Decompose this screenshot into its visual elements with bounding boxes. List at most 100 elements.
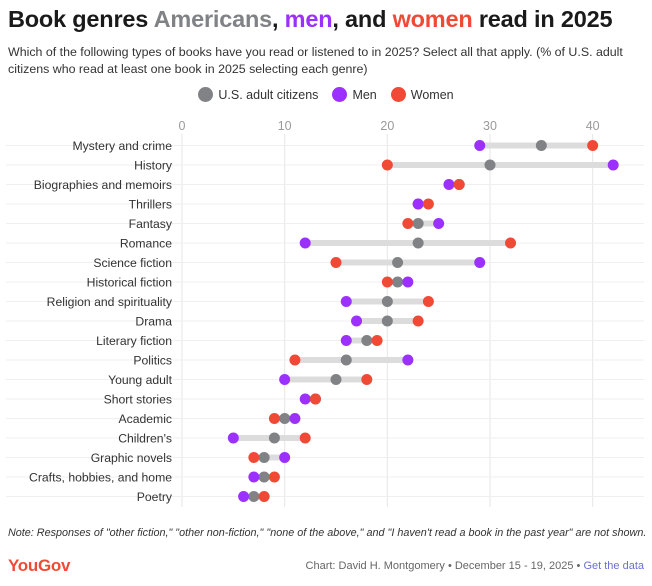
point-women bbox=[587, 140, 599, 151]
point-all bbox=[412, 237, 424, 249]
point-men bbox=[248, 471, 260, 483]
point-men bbox=[474, 257, 486, 268]
legend-dot-women bbox=[390, 87, 406, 102]
legend-item-men: Men bbox=[332, 87, 377, 102]
title-men: men bbox=[284, 6, 333, 32]
point-all bbox=[279, 413, 291, 424]
category-label: Short stories bbox=[104, 392, 172, 406]
category-label: Crafts, hobbies, and home bbox=[29, 470, 172, 484]
point-women bbox=[422, 296, 434, 307]
title-suffix: read in 2025 bbox=[472, 6, 613, 32]
category-label: Literary fiction bbox=[96, 334, 172, 348]
category-label: Graphic novels bbox=[91, 451, 172, 465]
point-women bbox=[330, 257, 342, 268]
point-men bbox=[340, 335, 352, 346]
x-tick-label-10: 10 bbox=[278, 119, 292, 133]
point-men bbox=[433, 218, 445, 229]
footer-credit: Chart: David H. Montgomery • December 15… bbox=[306, 560, 644, 572]
legend-item-women: Women bbox=[390, 87, 454, 102]
point-women bbox=[248, 452, 260, 463]
legend-label-all: U.S. adult citizens bbox=[218, 87, 319, 102]
point-women bbox=[371, 335, 383, 346]
point-all bbox=[268, 432, 280, 444]
point-men bbox=[607, 159, 619, 171]
point-men bbox=[412, 198, 424, 210]
category-label: Politics bbox=[133, 353, 172, 367]
point-all bbox=[392, 276, 404, 288]
point-men bbox=[402, 276, 414, 288]
legend: U.S. adult citizens Men Women bbox=[0, 87, 652, 102]
chart-subtitle: Which of the following types of books ha… bbox=[8, 45, 623, 76]
legend-item-all: U.S. adult citizens bbox=[198, 87, 318, 102]
point-women bbox=[505, 237, 517, 249]
category-label: Young adult bbox=[108, 373, 173, 387]
point-men bbox=[238, 491, 250, 502]
category-label: Science fiction bbox=[93, 256, 172, 270]
point-all bbox=[258, 471, 270, 483]
footnote: Note: Responses of "other fiction," "oth… bbox=[8, 527, 647, 539]
title-prefix: Book genres bbox=[8, 6, 154, 32]
point-women bbox=[309, 393, 321, 405]
legend-dot-all bbox=[198, 87, 214, 102]
category-label: Religion and spirituality bbox=[47, 295, 173, 309]
category-label: Academic bbox=[118, 412, 172, 426]
category-label: Mystery and crime bbox=[72, 139, 172, 153]
point-men bbox=[443, 179, 455, 190]
chart-title: Book genres Americans, men, and women re… bbox=[8, 6, 613, 33]
point-all bbox=[535, 140, 547, 151]
get-the-data-link[interactable]: Get the data bbox=[583, 560, 644, 572]
point-men bbox=[299, 393, 311, 405]
point-all bbox=[258, 452, 270, 463]
point-women bbox=[361, 374, 373, 385]
point-men bbox=[279, 374, 291, 385]
x-tick-label-30: 30 bbox=[483, 119, 497, 133]
dumbbell-chart: 0 10 20 30 40 Mystery and crime History Biograp… bbox=[6, 119, 644, 507]
point-women bbox=[412, 315, 424, 327]
category-label: Romance bbox=[120, 236, 172, 250]
point-men bbox=[279, 452, 291, 463]
point-women bbox=[299, 432, 311, 444]
x-tick-label-0: 0 bbox=[179, 119, 186, 133]
point-all bbox=[392, 257, 404, 268]
footer-credit-text: Chart: David H. Montgomery • December 15… bbox=[305, 560, 584, 572]
point-women bbox=[258, 491, 270, 502]
point-women bbox=[402, 218, 414, 229]
point-men bbox=[351, 315, 363, 327]
point-men bbox=[474, 140, 486, 151]
point-all bbox=[412, 218, 424, 229]
title-americans: Americans bbox=[153, 6, 273, 32]
legend-dot-men bbox=[332, 87, 348, 102]
point-men bbox=[402, 354, 414, 366]
point-men bbox=[227, 432, 239, 444]
legend-label-women: Women bbox=[410, 87, 454, 102]
point-men bbox=[289, 413, 301, 424]
category-label: Fantasy bbox=[129, 217, 173, 231]
category-label: Drama bbox=[135, 314, 172, 328]
point-all bbox=[381, 296, 393, 307]
category-label: Biographies and memoirs bbox=[34, 178, 172, 192]
point-all bbox=[248, 491, 260, 502]
category-label: Poetry bbox=[137, 490, 173, 504]
category-label: Thrillers bbox=[129, 197, 172, 211]
x-tick-label-40: 40 bbox=[586, 119, 600, 133]
point-men bbox=[299, 237, 311, 249]
point-women bbox=[381, 276, 393, 288]
title-women: women bbox=[392, 6, 473, 32]
point-women bbox=[268, 413, 280, 424]
point-all bbox=[330, 374, 342, 385]
category-label: Children's bbox=[118, 431, 172, 445]
point-men bbox=[340, 296, 352, 307]
point-all bbox=[381, 315, 393, 327]
x-tick-label-20: 20 bbox=[380, 119, 394, 133]
point-women bbox=[453, 179, 465, 190]
point-women bbox=[289, 354, 301, 366]
point-all bbox=[340, 354, 352, 366]
category-label: History bbox=[134, 158, 173, 172]
legend-label-men: Men bbox=[352, 87, 377, 102]
title-comma: , bbox=[271, 6, 285, 32]
point-all bbox=[484, 159, 496, 171]
yougov-logo: YouGov bbox=[8, 556, 71, 575]
point-all bbox=[361, 335, 373, 346]
point-women bbox=[422, 198, 434, 210]
category-label: Historical fiction bbox=[87, 275, 172, 289]
